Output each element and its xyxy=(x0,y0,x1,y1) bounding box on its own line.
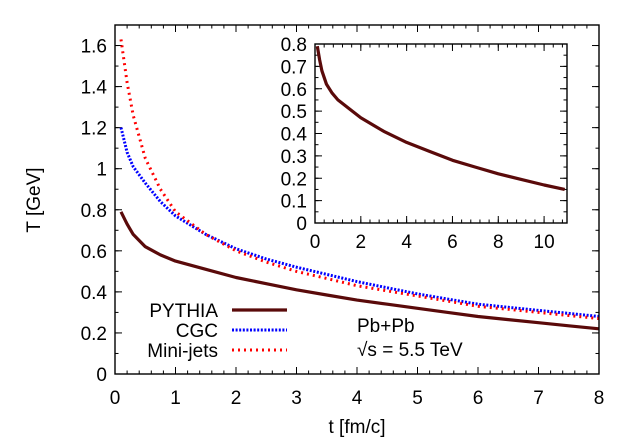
y-tick-label: 0.7 xyxy=(281,57,307,78)
y-tick-label: 0 xyxy=(296,214,307,235)
y-tick-label: 0.6 xyxy=(81,242,107,263)
x-tick-label: 2 xyxy=(231,388,242,409)
inset-axis-ticks xyxy=(314,43,567,224)
y-tick-label: 0 xyxy=(96,365,107,386)
inset-background xyxy=(315,44,567,223)
y-tick-label: 0.6 xyxy=(281,80,307,101)
collision-system-label: Pb+Pb xyxy=(357,316,415,337)
inset-tick-labels: 0 2 4 6 8 10 00.10.20.30.40.50.60.70.8 xyxy=(281,35,555,253)
x-tick-label: 4 xyxy=(401,232,412,253)
series-pythia xyxy=(119,211,600,331)
series-cgc xyxy=(119,127,600,318)
x-tick-label: 3 xyxy=(291,388,302,409)
series-pythia xyxy=(315,45,566,191)
y-tick-label: 0.5 xyxy=(281,102,307,123)
legend-item-mini-jets: Mini-jets xyxy=(147,341,287,362)
y-tick-label: 1 xyxy=(96,160,107,181)
x-tick-label: 8 xyxy=(594,388,605,409)
x-tick-label: 10 xyxy=(534,232,555,253)
y-axis-label: T [GeV] xyxy=(24,167,45,232)
inset-plot-frame xyxy=(314,43,568,224)
legend-label-mini-jets: Mini-jets xyxy=(147,341,218,362)
main-tick-labels: 0 1 2 3 4 5 6 7 8 0 0.2 0.4 0.6 0.8 1 1.2 1.4 1.6 xyxy=(81,37,605,409)
y-tick-label: 0.3 xyxy=(281,147,307,168)
series-mini-jets xyxy=(119,39,600,321)
legend-label-pythia: PYTHIA xyxy=(149,301,218,322)
energy-label: √s = 5.5 TeV xyxy=(357,340,463,361)
inset-plot-series xyxy=(315,45,566,191)
main-plot-frame xyxy=(114,24,600,375)
y-tick-label: 0.1 xyxy=(281,192,307,213)
x-tick-label: 0 xyxy=(110,388,121,409)
x-tick-label: 0 xyxy=(310,232,321,253)
x-tick-label: 1 xyxy=(170,388,181,409)
x-tick-label: 7 xyxy=(533,388,544,409)
x-axis-label: t [fm/c] xyxy=(329,417,386,438)
y-tick-label: 0.8 xyxy=(81,201,107,222)
x-tick-label: 2 xyxy=(356,232,367,253)
x-tick-label: 5 xyxy=(412,388,423,409)
y-tick-label: 0.4 xyxy=(281,125,308,146)
y-tick-label: 1.4 xyxy=(81,78,108,99)
y-tick-label: 1.2 xyxy=(81,119,107,140)
y-tick-label: 0.2 xyxy=(81,324,107,345)
main-plot-series xyxy=(119,39,600,331)
inset-plot: 0 2 4 6 8 10 00.10.20.30.40.50.60.70.8 xyxy=(281,35,568,253)
legend-label-cgc: CGC xyxy=(176,321,218,342)
y-tick-label: 1.6 xyxy=(81,37,107,58)
x-tick-label: 4 xyxy=(352,388,363,409)
x-tick-label: 6 xyxy=(447,232,458,253)
x-tick-label: 6 xyxy=(473,388,484,409)
legend-item-cgc: CGC xyxy=(176,321,287,342)
legend-item-pythia: PYTHIA xyxy=(149,301,287,322)
x-tick-label: 8 xyxy=(493,232,504,253)
y-tick-label: 0.2 xyxy=(281,169,307,190)
legend: PYTHIA CGC Mini-jets xyxy=(147,301,287,362)
y-tick-label: 0.8 xyxy=(281,35,307,56)
y-tick-label: 0.4 xyxy=(81,283,108,304)
